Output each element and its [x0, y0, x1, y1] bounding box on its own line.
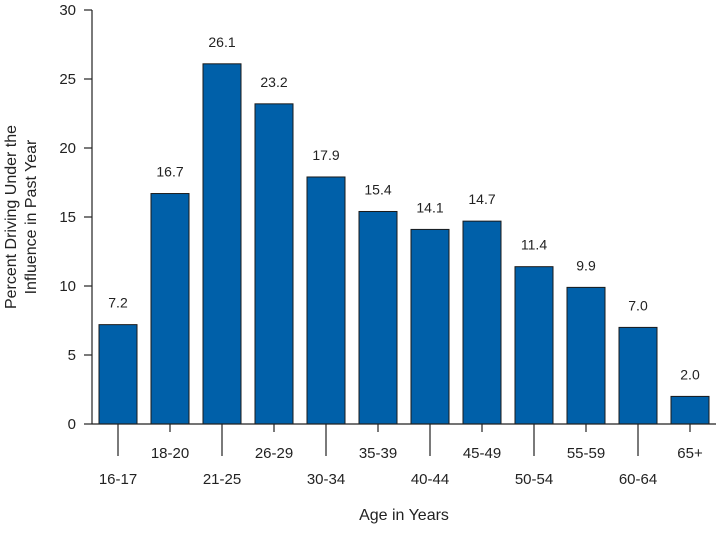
- data-label: 26.1: [208, 34, 235, 50]
- x-tick-label: 16-17: [99, 471, 137, 488]
- x-tick-label: 40-44: [411, 471, 449, 488]
- data-label: 2.0: [680, 366, 700, 382]
- y-tick-label: 0: [68, 416, 76, 433]
- y-tick-label: 25: [59, 71, 76, 88]
- x-tick-label: 30-34: [307, 471, 345, 488]
- data-label: 9.9: [576, 257, 596, 273]
- x-tick-label: 65+: [677, 445, 703, 462]
- bar: [202, 63, 242, 425]
- x-tick-label: 26-29: [255, 445, 293, 462]
- bar: [358, 210, 398, 425]
- bar: [254, 103, 294, 425]
- x-tick-label: 35-39: [359, 445, 397, 462]
- y-axis-title-line-1: Percent Driving Under the: [3, 125, 20, 309]
- bar: [150, 193, 190, 425]
- y-tick-label: 20: [59, 140, 76, 157]
- x-tick-label: 60-64: [619, 471, 657, 488]
- y-tick-label: 15: [59, 209, 76, 226]
- y-axis-title: Percent Driving Under the Influence in P…: [3, 125, 40, 309]
- x-axis: 16-17 18-20 21-25 26-29 30-34 35-39 40-44 45-49…: [92, 423, 716, 488]
- data-label: 16.7: [156, 164, 183, 180]
- y-tick-label: 30: [59, 2, 76, 19]
- x-tick-label: 45-49: [463, 445, 501, 462]
- y-axis: 0 5 10 15 20 25 30: [59, 2, 93, 433]
- x-tick-label: 21-25: [203, 471, 241, 488]
- x-tick-label: 50-54: [515, 471, 553, 488]
- bar: [462, 220, 502, 425]
- x-axis-title: Age in Years: [359, 507, 449, 524]
- x-tick-label: 55-59: [567, 445, 605, 462]
- data-label: 15.4: [364, 181, 391, 197]
- y-tick-label: 5: [68, 347, 76, 364]
- x-tick-label: 18-20: [151, 445, 189, 462]
- bar: [618, 326, 658, 425]
- bar: [98, 324, 138, 425]
- bars-group: 7.2 16.7 26.1 23.2 17.9 15.4 14.1 14.7 11.4 9.9 7.…: [98, 34, 710, 425]
- bar: [566, 286, 606, 425]
- bar: [670, 395, 710, 425]
- data-label: 14.1: [416, 199, 443, 215]
- data-label: 7.0: [628, 297, 648, 313]
- data-label: 11.4: [521, 237, 547, 253]
- data-label: 14.7: [468, 191, 495, 207]
- data-label: 7.2: [108, 295, 128, 311]
- bar: [410, 228, 450, 425]
- data-label: 17.9: [312, 147, 339, 163]
- y-tick-label: 10: [59, 278, 76, 295]
- y-axis-title-line-2: Influence in Past Year: [23, 139, 40, 294]
- bar: [514, 266, 554, 425]
- bar: [306, 176, 346, 425]
- data-label: 23.2: [260, 74, 287, 90]
